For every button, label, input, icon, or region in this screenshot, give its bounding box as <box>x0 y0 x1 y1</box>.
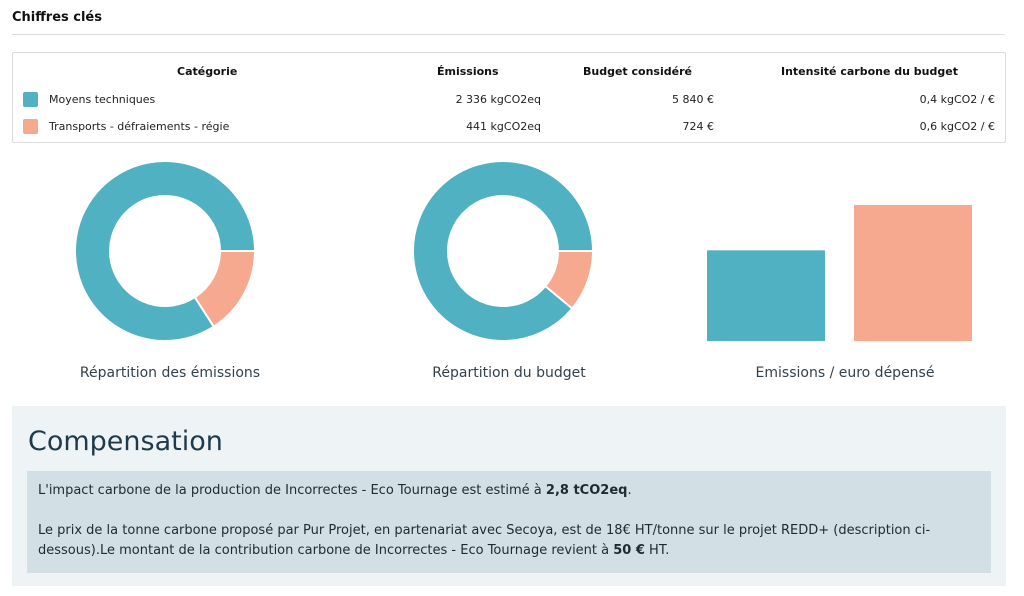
pie-slice <box>543 250 595 310</box>
table-row: Moyens techniques 2 336 kgCO2eq 5 840 € … <box>13 90 1005 110</box>
pie-slice <box>412 160 595 342</box>
emissions-cell: 2 336 kgCO2eq <box>455 93 541 106</box>
intensity-chart-caption: Emissions / euro dépensé <box>755 365 935 381</box>
emissions-chart-caption: Répartition des émissions <box>79 365 261 381</box>
legend-swatch <box>23 92 38 107</box>
contribution-value: 50 € <box>613 543 645 558</box>
budget-donut-chart <box>412 160 595 342</box>
category-cell: Moyens techniques <box>49 93 156 106</box>
pie-slice <box>193 250 257 329</box>
budget-cell: 5 840 € <box>672 93 714 106</box>
compensation-text-box: L'impact carbone de la production de Inc… <box>27 471 991 573</box>
bar <box>854 205 972 341</box>
charts-area <box>74 160 972 342</box>
column-header-intensity: Intensité carbone du budget <box>781 65 958 78</box>
intensity-cell: 0,6 kgCO2 / € <box>919 120 995 133</box>
column-header-emissions: Émissions <box>437 65 499 78</box>
category-cell: Transports - défraiements - régie <box>49 120 230 133</box>
price-paragraph: Le prix de la tonne carbone proposé par … <box>38 521 981 561</box>
price-text: Le prix de la tonne carbone proposé par … <box>38 523 931 558</box>
compensation-title: Compensation <box>28 426 223 457</box>
intensity-bar-chart <box>707 205 972 341</box>
budget-cell: 724 € <box>682 120 715 133</box>
table-row: Transports - défraiements - régie 441 kg… <box>13 117 1005 137</box>
column-header-budget: Budget considéré <box>583 65 692 78</box>
emissions-donut-chart <box>74 160 257 342</box>
emissions-cell: 441 kgCO2eq <box>466 120 541 133</box>
legend-swatch <box>23 119 38 134</box>
bar <box>707 250 825 341</box>
budget-chart-caption: Répartition du budget <box>432 365 586 381</box>
pie-slice <box>74 160 257 342</box>
impact-value: 2,8 tCO2eq <box>545 483 628 498</box>
column-header-category: Catégorie <box>177 65 238 78</box>
title-divider <box>12 34 1005 35</box>
intensity-cell: 0,4 kgCO2 / € <box>919 93 995 106</box>
impact-suffix: . <box>627 483 632 498</box>
impact-text: L'impact carbone de la production de Inc… <box>38 483 546 498</box>
section-title: Chiffres clés <box>12 10 102 25</box>
impact-paragraph: L'impact carbone de la production de Inc… <box>38 481 981 501</box>
key-figures-table: Catégorie Émissions Budget considéré Int… <box>12 52 1006 143</box>
compensation-section: Compensation L'impact carbone de la prod… <box>12 406 1006 586</box>
contribution-suffix: HT. <box>644 543 670 558</box>
